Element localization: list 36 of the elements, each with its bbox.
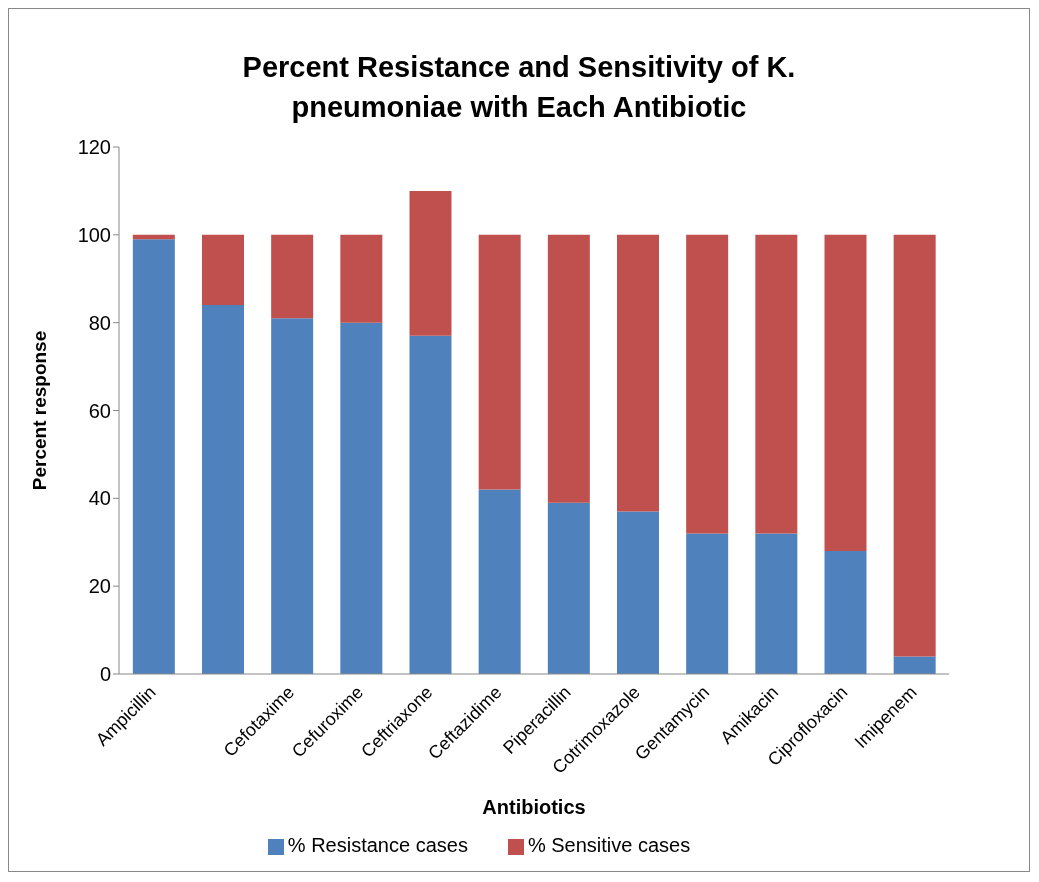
bar <box>132 234 175 240</box>
bar <box>202 305 244 674</box>
bar <box>409 335 452 674</box>
bar <box>202 234 244 306</box>
y-tick-label: 20 <box>88 575 111 598</box>
bar <box>547 502 590 674</box>
legend-label: % Sensitive cases <box>527 834 691 856</box>
y-tick-label: 80 <box>88 311 111 334</box>
y-axis-title: Percent response <box>28 330 50 491</box>
bar <box>824 234 867 552</box>
y-tick-label: 0 <box>99 663 111 686</box>
bar <box>340 322 383 674</box>
bar <box>686 234 729 534</box>
y-tick-label: 40 <box>88 487 111 510</box>
bar <box>893 234 936 657</box>
bar <box>617 234 659 512</box>
y-tick-label: 60 <box>88 399 111 422</box>
bar <box>617 511 659 674</box>
bar <box>409 190 452 336</box>
bar <box>686 533 729 674</box>
bar <box>478 489 521 674</box>
bar <box>893 656 936 674</box>
y-tick-label: 120 <box>77 136 111 159</box>
bar <box>755 533 798 674</box>
bar <box>132 239 175 674</box>
bar <box>271 318 314 674</box>
bar <box>478 234 521 490</box>
bar <box>547 234 590 503</box>
bar <box>340 234 383 323</box>
bar <box>271 234 314 319</box>
chart-title: Percent Resistance and Sensitivity of K. pneumoniae with Each Antibiotic <box>241 50 797 125</box>
x-axis-title: Antibiotics <box>482 796 586 818</box>
bar <box>755 234 798 534</box>
legend-label: % Resistance cases <box>287 834 468 856</box>
y-tick-label: 100 <box>77 223 111 246</box>
bar <box>824 551 867 674</box>
